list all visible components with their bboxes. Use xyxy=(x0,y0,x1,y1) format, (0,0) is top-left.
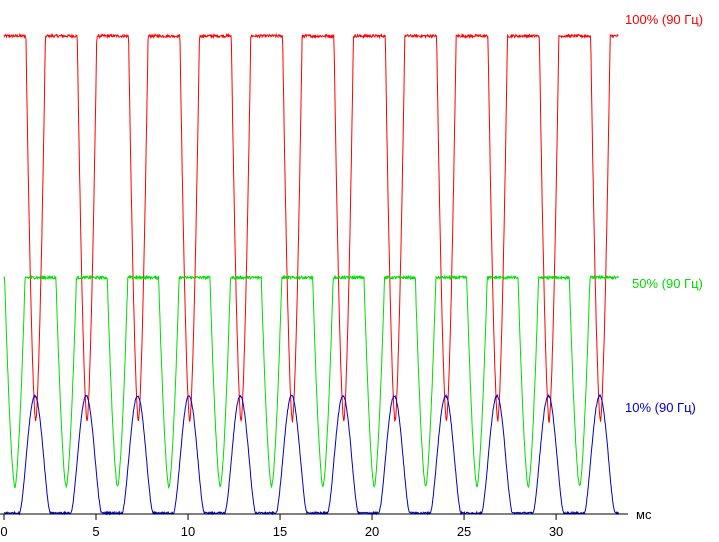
x-axis-ticks: 0 5 10 15 20 25 30 xyxy=(0,514,563,539)
x-tick-label: 0 xyxy=(0,524,7,539)
series-label-blue: 10% (90 Гц) xyxy=(625,400,696,415)
x-axis-unit-label: мс xyxy=(636,507,652,522)
x-tick-label: 15 xyxy=(273,524,287,539)
x-tick-label: 25 xyxy=(457,524,471,539)
x-tick-label: 30 xyxy=(549,524,563,539)
series-line-red xyxy=(3,32,619,423)
x-tick-label: 5 xyxy=(92,524,99,539)
series-label-green: 50% (90 Гц) xyxy=(632,276,703,291)
series-label-red: 100% (90 Гц) xyxy=(625,12,703,27)
x-tick-label: 20 xyxy=(365,524,379,539)
x-tick-label: 10 xyxy=(181,524,195,539)
series-line-blue xyxy=(4,393,620,516)
series-traces xyxy=(3,32,620,516)
series-line-green xyxy=(3,274,619,490)
series-labels: 100% (90 Гц) 50% (90 Гц) 10% (90 Гц) xyxy=(625,12,703,415)
